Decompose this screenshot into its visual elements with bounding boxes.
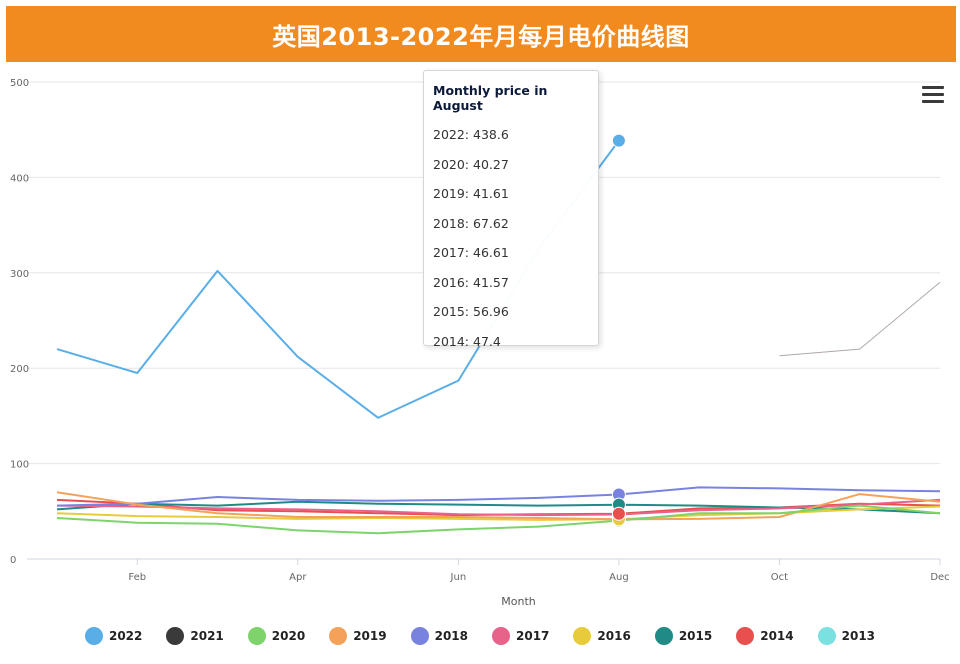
chart-menu-icon[interactable] — [922, 86, 944, 104]
x-axis-title: Month — [501, 595, 536, 608]
tooltip-row: 2017: 46.61 — [433, 245, 509, 260]
x-tick-label: Dec — [930, 572, 949, 583]
legend-item-2022[interactable]: 2022 — [84, 627, 143, 645]
legend-dot-icon — [654, 627, 673, 645]
series-line-2019[interactable] — [56, 491, 941, 521]
y-tick-label: 400 — [10, 173, 29, 184]
legend-label: 2020 — [271, 629, 306, 643]
tooltip: Monthly price in August 2022: 438.6 2020:… — [423, 70, 599, 348]
tooltip-row: 2022: 438.6 — [433, 127, 509, 142]
legend-dot-icon — [492, 627, 510, 645]
legend-label: 2013 — [841, 629, 876, 643]
legend-dot-icon — [736, 627, 755, 645]
legend-item-2013[interactable]: 2013 — [817, 627, 876, 645]
tooltip-row: 2016: 41.57 — [433, 274, 509, 290]
legend-dot-icon — [573, 627, 592, 645]
legend-item-2016[interactable]: 2016 — [573, 627, 631, 645]
x-tick-label: Feb — [128, 572, 146, 583]
tooltip-row: 2015: 56.96 — [433, 304, 509, 319]
legend-label: 2021 — [190, 629, 224, 643]
legend-label: 2018 — [434, 629, 468, 643]
x-tick-label: Aug — [609, 572, 629, 583]
legend-item-2015[interactable]: 2015 — [654, 627, 713, 645]
marker-2014[interactable] — [611, 506, 626, 521]
chart-title: 英国2013-2022年月每月电价曲线图 — [272, 22, 690, 51]
tooltip-title: Monthly price in August — [433, 83, 548, 113]
x-tick-label: Apr — [289, 572, 307, 583]
y-tick-label: 300 — [10, 269, 29, 280]
series-line-2017[interactable] — [56, 498, 941, 517]
y-tick-label: 100 — [10, 460, 29, 471]
y-tick-label: 200 — [10, 364, 29, 375]
tooltip-row: 2020: 40.27 — [433, 156, 509, 172]
marker-2022[interactable] — [611, 133, 626, 148]
legend-item-2020[interactable]: 2020 — [247, 627, 306, 645]
legend-item-2018[interactable]: 2018 — [410, 627, 468, 645]
legend-dot-icon — [84, 627, 103, 645]
series-line-2018[interactable] — [56, 486, 941, 507]
legend-item-2014[interactable]: 2014 — [736, 627, 794, 645]
legend-label: 2014 — [760, 629, 794, 643]
legend-label: 2022 — [108, 629, 143, 643]
legend-label: 2016 — [597, 629, 631, 643]
tooltip-row: 2018: 67.62 — [433, 215, 509, 231]
legend-label: 2019 — [353, 629, 387, 643]
tooltip-row: 2014: 47.4 — [433, 333, 501, 349]
legend-label: 2015 — [678, 629, 713, 643]
legend-dot-icon — [329, 627, 348, 645]
legend-dot-icon — [166, 627, 185, 645]
axes: 0 100 200 300 400 500 Feb Apr Jun Aug Oct Dec Month — [10, 78, 950, 608]
legend-item-2021[interactable]: 2021 — [166, 627, 224, 645]
x-tick-label: Jun — [450, 572, 467, 583]
legend-dot-icon — [817, 627, 836, 645]
y-tick-label: 0 — [10, 555, 16, 566]
legend: 2022 2021 2020 2019 2018 2017 2016 2015 2014 2013 — [0, 624, 960, 648]
tooltip-row: 2019: 41.61 — [433, 186, 509, 201]
series-line-2020[interactable] — [56, 504, 941, 535]
y-tick-label: 500 — [10, 78, 29, 89]
highlight-markers — [611, 133, 626, 528]
x-tick-label: Oct — [771, 572, 788, 583]
series-line-2021[interactable] — [779, 281, 941, 357]
legend-dot-icon — [410, 627, 429, 645]
legend-label: 2017 — [516, 629, 550, 643]
title-bar: 英国2013-2022年月每月电价曲线图 — [6, 6, 956, 62]
legend-item-2019[interactable]: 2019 — [329, 627, 387, 645]
legend-item-2017[interactable]: 2017 — [492, 627, 549, 645]
legend-dot-icon — [247, 627, 266, 645]
